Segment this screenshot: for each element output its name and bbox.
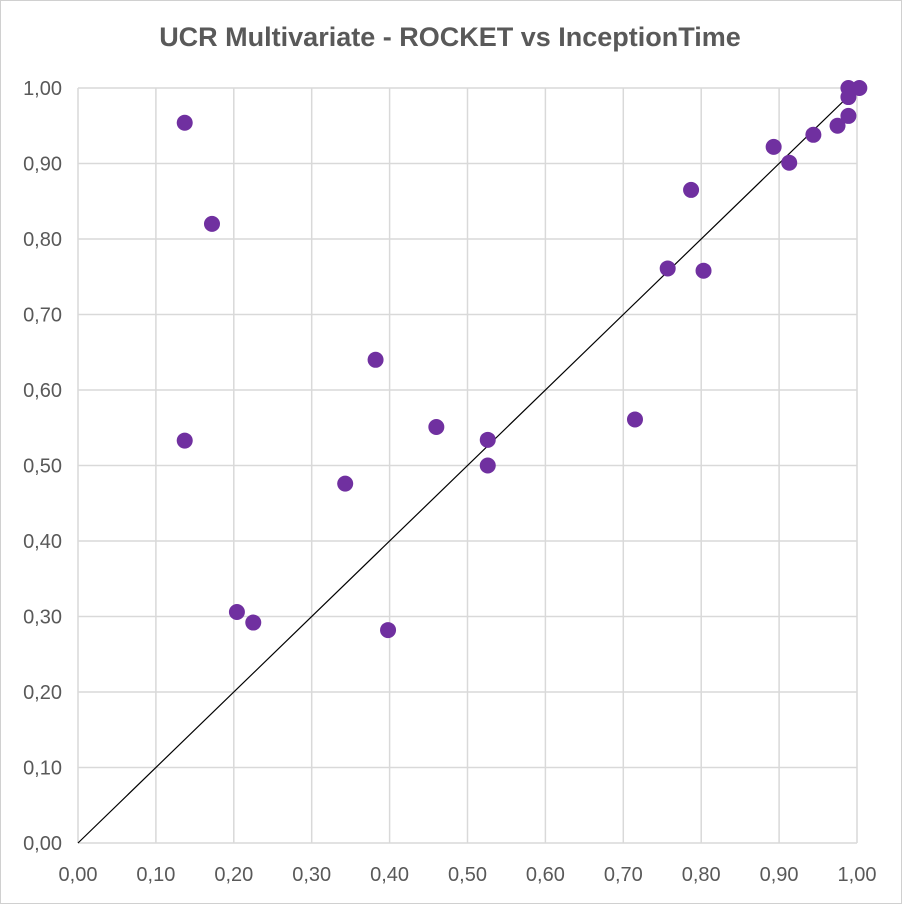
y-tick-label: 0,50 <box>23 456 62 478</box>
data-point <box>337 475 354 492</box>
y-tick-label: 0,10 <box>23 758 62 780</box>
y-tick-label: 0,30 <box>23 607 62 629</box>
x-tick-label: 0,80 <box>682 864 721 886</box>
x-tick-label: 0,50 <box>448 864 487 886</box>
y-tick-label: 0,40 <box>23 531 62 553</box>
x-tick-label: 0,40 <box>370 864 409 886</box>
data-point <box>428 418 445 435</box>
x-axis-ticks: 0,00 0,10 0,20 0,30 0,40 0,50 0,60 0,70 0,80 0,90… <box>59 864 877 886</box>
data-point <box>781 154 798 171</box>
data-point <box>765 138 782 155</box>
y-tick-label: 0,20 <box>23 682 62 704</box>
x-tick-label: 0,90 <box>760 864 799 886</box>
data-point <box>479 431 496 448</box>
data-point <box>695 262 712 279</box>
y-tick-label: 1,00 <box>23 78 62 100</box>
x-tick-label: 0,20 <box>214 864 253 886</box>
data-points <box>176 80 868 639</box>
x-tick-label: 0,00 <box>59 864 98 886</box>
diagonal-reference-line <box>77 87 858 844</box>
grid-lines <box>77 87 858 844</box>
data-point <box>176 114 193 131</box>
y-tick-label: 0,90 <box>23 154 62 176</box>
x-tick-label: 0,30 <box>292 864 331 886</box>
x-tick-label: 1,00 <box>838 864 877 886</box>
x-tick-label: 0,60 <box>526 864 565 886</box>
data-point <box>659 260 676 277</box>
y-axis-ticks: 0,00 0,10 0,20 0,30 0,40 0,50 0,60 0,70 0,80 0,90… <box>23 78 62 855</box>
data-point <box>829 117 846 134</box>
y-tick-label: 0,70 <box>23 305 62 327</box>
data-point <box>805 126 822 143</box>
data-point <box>840 89 857 106</box>
data-point <box>479 457 496 474</box>
y-tick-label: 0,80 <box>23 229 62 251</box>
reference-line-group <box>77 87 858 844</box>
chart-title: UCR Multivariate - ROCKET vs InceptionTi… <box>159 22 741 52</box>
data-point <box>626 411 643 428</box>
data-point <box>851 80 868 96</box>
x-tick-label: 0,10 <box>136 864 175 886</box>
y-tick-label: 0,00 <box>23 833 62 855</box>
data-point <box>176 432 193 449</box>
data-point <box>228 603 245 620</box>
data-point <box>245 614 262 631</box>
data-point <box>380 622 397 639</box>
data-point <box>683 181 700 198</box>
x-tick-label: 0,70 <box>604 864 643 886</box>
y-tick-label: 0,60 <box>23 380 62 402</box>
data-point <box>203 215 220 232</box>
data-point <box>840 107 857 124</box>
data-point <box>367 351 384 368</box>
